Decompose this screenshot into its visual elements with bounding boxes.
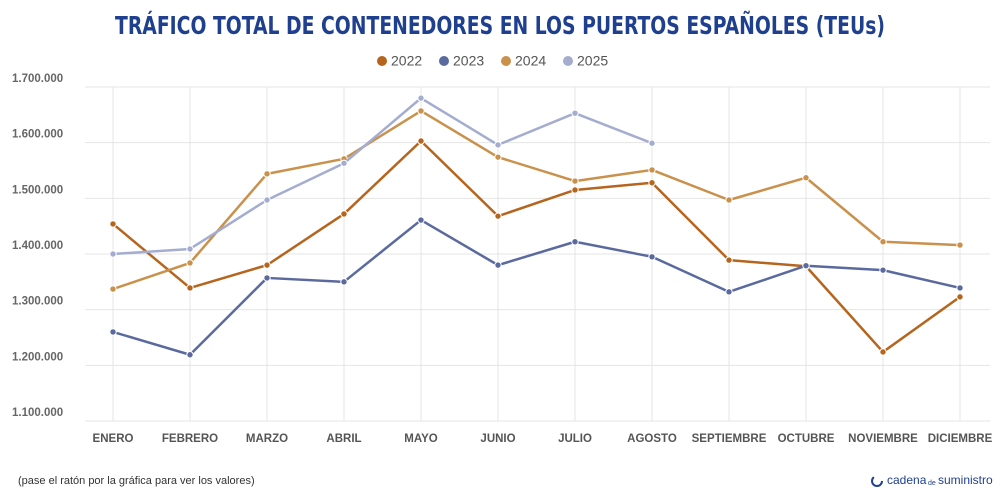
data-point [263, 261, 271, 269]
x-tick-label: NOVIEMBRE [848, 433, 918, 445]
data-point [879, 348, 887, 356]
data-point [417, 94, 425, 102]
data-point [186, 284, 194, 292]
legend-marker [377, 56, 387, 66]
y-tick-label: 1.600.000 [12, 129, 63, 141]
series-line [112, 139, 961, 354]
legend-label: 2025 [577, 53, 608, 69]
data-point [648, 166, 656, 174]
data-point [571, 186, 579, 194]
data-point [109, 328, 117, 336]
legend-label: 2022 [391, 53, 422, 69]
x-tick-label: JULIO [558, 433, 592, 445]
data-point [802, 174, 810, 182]
x-tick-label: MAYO [404, 433, 437, 445]
data-point [263, 170, 271, 178]
y-tick-label: 1.700.000 [12, 73, 63, 85]
data-point [186, 245, 194, 253]
data-point [494, 141, 502, 149]
logo-text: de [928, 480, 936, 487]
data-point [571, 238, 579, 246]
legend-label: 2023 [453, 53, 484, 69]
data-point [648, 179, 656, 187]
note: (pase el ratón por la gráfica para ver l… [18, 475, 255, 487]
data-point [725, 288, 733, 296]
data-point [648, 253, 656, 261]
data-point [109, 220, 117, 228]
legend-marker [439, 56, 449, 66]
y-tick-label: 1.400.000 [12, 240, 63, 252]
chart-title: TRÁFICO TOTAL DE CONTENEDORES EN LOS PUE… [115, 11, 885, 40]
data-point [340, 278, 348, 286]
logo-text: suministro [938, 473, 993, 487]
x-tick-label: FEBRERO [162, 433, 218, 445]
series-line [112, 96, 653, 256]
x-tick-label: ABRIL [326, 433, 361, 445]
y-tick-label: 1.200.000 [12, 351, 63, 363]
x-tick-label: SEPTIEMBRE [692, 433, 767, 445]
data-point [725, 256, 733, 264]
data-point [186, 351, 194, 359]
data-point [340, 210, 348, 218]
logo-icon [871, 475, 883, 487]
data-point [417, 216, 425, 224]
data-point [494, 212, 502, 220]
data-point [417, 107, 425, 115]
y-tick-label: 1.100.000 [12, 407, 63, 419]
x-tick-label: DICIEMBRE [928, 433, 993, 445]
data-point [109, 250, 117, 258]
legend-marker [563, 56, 573, 66]
data-point [879, 238, 887, 246]
x-tick-label: JUNIO [480, 433, 515, 445]
data-point [648, 139, 656, 147]
x-tick-label: MARZO [246, 433, 288, 445]
legend-label: 2024 [515, 53, 546, 69]
y-tick-label: 1.300.000 [12, 296, 63, 308]
x-tick-label: OCTUBRE [778, 433, 835, 445]
data-point [263, 196, 271, 204]
data-point [494, 153, 502, 161]
data-point [802, 261, 810, 270]
legend-marker [501, 56, 511, 66]
data-point [956, 293, 964, 301]
y-tick-label: 1.500.000 [12, 184, 63, 196]
x-tick-label: AGOSTO [627, 433, 677, 445]
data-point [340, 159, 348, 167]
series-line [112, 109, 961, 291]
data-point [725, 196, 733, 204]
data-point [571, 177, 579, 185]
logo-text: cadena [887, 473, 927, 487]
data-point [879, 266, 887, 274]
data-point [109, 285, 117, 293]
data-point [571, 109, 579, 117]
data-point [494, 261, 502, 269]
x-tick-label: ENERO [93, 433, 134, 445]
data-point [417, 137, 425, 145]
data-point [186, 259, 194, 267]
data-point [956, 284, 964, 292]
data-point [263, 274, 271, 282]
series-line [112, 218, 961, 357]
data-point [956, 241, 964, 249]
